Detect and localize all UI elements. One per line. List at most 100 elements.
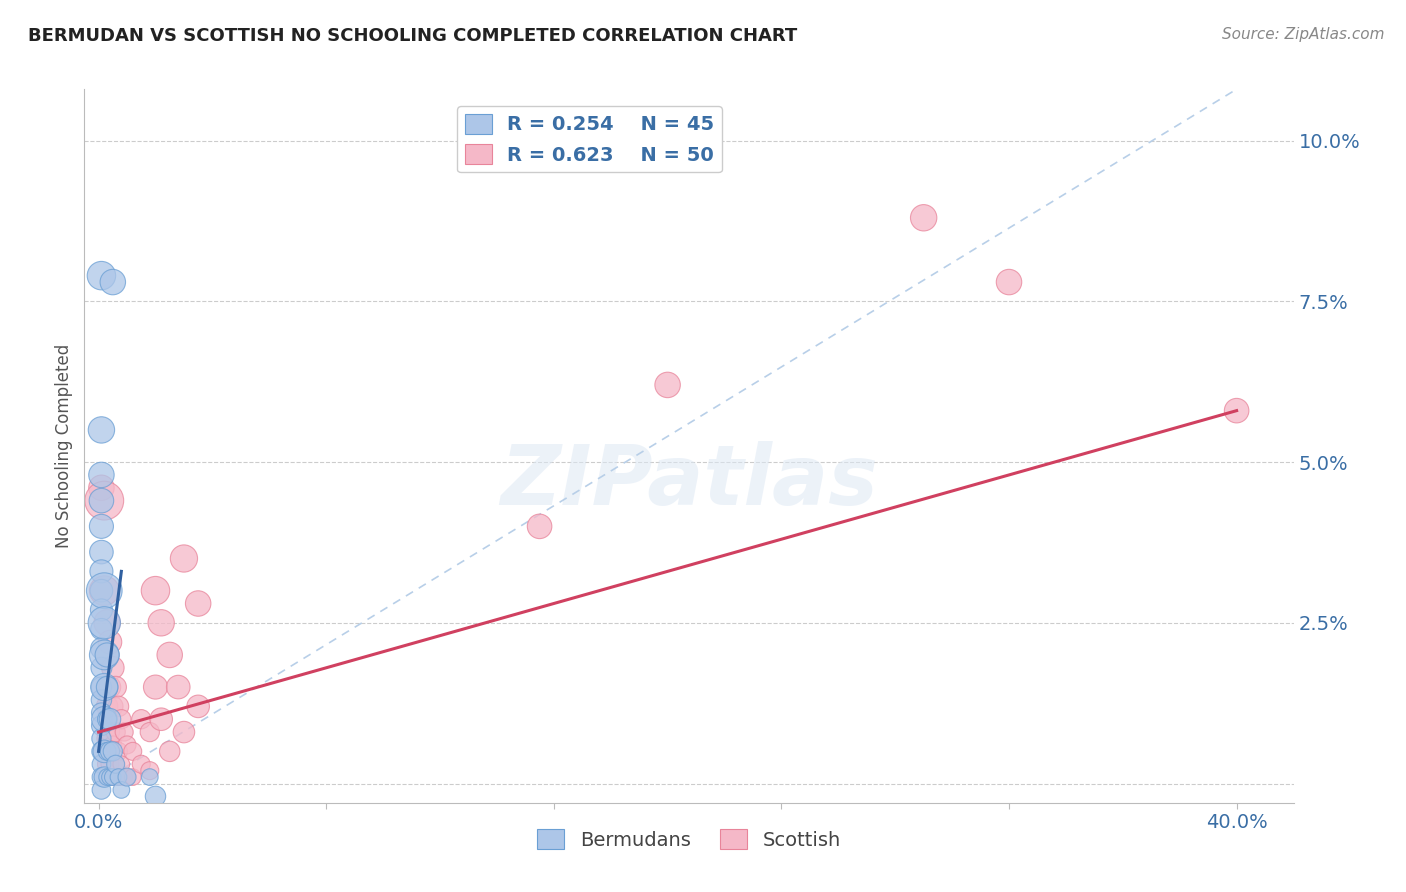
Point [145,789,167,804]
Point [90,783,112,797]
Point [1226,403,1249,417]
Point [101,699,124,714]
Point [90,680,112,694]
Point [145,680,167,694]
Point [93,615,115,630]
Point [90,693,112,707]
Point [98,757,121,772]
Point [96,731,118,746]
Point [107,699,129,714]
Point [90,757,112,772]
Point [90,641,112,656]
Point [90,603,112,617]
Point [90,731,112,746]
Point [107,770,129,784]
Point [96,648,118,662]
Point [96,648,118,662]
Point [93,770,115,784]
Point [101,744,124,758]
Point [90,719,112,733]
Point [90,481,112,495]
Point [173,551,195,566]
Point [93,583,115,598]
Point [657,378,679,392]
Point [150,712,173,726]
Point [139,725,162,739]
Point [93,712,115,726]
Point [139,770,162,784]
Point [93,493,115,508]
Point [145,583,167,598]
Point [98,770,121,784]
Point [112,725,135,739]
Point [129,757,152,772]
Point [101,770,124,784]
Point [115,738,138,752]
Point [104,757,127,772]
Point [90,744,112,758]
Point [90,661,112,675]
Point [98,725,121,739]
Point [998,275,1021,289]
Point [101,738,124,752]
Point [90,545,112,559]
Point [90,770,112,784]
Point [96,615,118,630]
Point [104,757,127,772]
Point [104,680,127,694]
Point [93,744,115,758]
Point [159,744,181,758]
Point [96,757,118,772]
Point [121,770,143,784]
Point [90,583,112,598]
Point [96,770,118,784]
Point [167,680,190,694]
Point [96,699,118,714]
Point [529,519,551,533]
Point [121,744,143,758]
Point [90,706,112,720]
Point [159,648,181,662]
Point [93,680,115,694]
Point [139,764,162,778]
Point [90,565,112,579]
Point [150,615,173,630]
Legend: Bermudans, Scottish: Bermudans, Scottish [529,822,849,857]
Text: BERMUDAN VS SCOTTISH NO SCHOOLING COMPLETED CORRELATION CHART: BERMUDAN VS SCOTTISH NO SCHOOLING COMPLE… [28,27,797,45]
Point [107,770,129,784]
Text: ZIPatlas: ZIPatlas [501,442,877,522]
Point [112,770,135,784]
Point [98,712,121,726]
Point [101,661,124,675]
Point [173,725,195,739]
Point [104,725,127,739]
Point [912,211,935,225]
Point [96,744,118,758]
Point [187,597,209,611]
Point [90,423,112,437]
Point [98,744,121,758]
Point [98,680,121,694]
Point [90,268,112,283]
Point [107,744,129,758]
Text: Source: ZipAtlas.com: Source: ZipAtlas.com [1222,27,1385,42]
Point [90,622,112,636]
Point [129,712,152,726]
Point [90,493,112,508]
Point [115,770,138,784]
Point [101,275,124,289]
Point [90,467,112,482]
Point [98,635,121,649]
Point [110,757,132,772]
Point [93,583,115,598]
Point [96,680,118,694]
Point [101,770,124,784]
Point [187,699,209,714]
Point [90,519,112,533]
Point [115,770,138,784]
Point [110,783,132,797]
Point [93,648,115,662]
Point [96,712,118,726]
Point [110,712,132,726]
Y-axis label: No Schooling Completed: No Schooling Completed [55,344,73,548]
